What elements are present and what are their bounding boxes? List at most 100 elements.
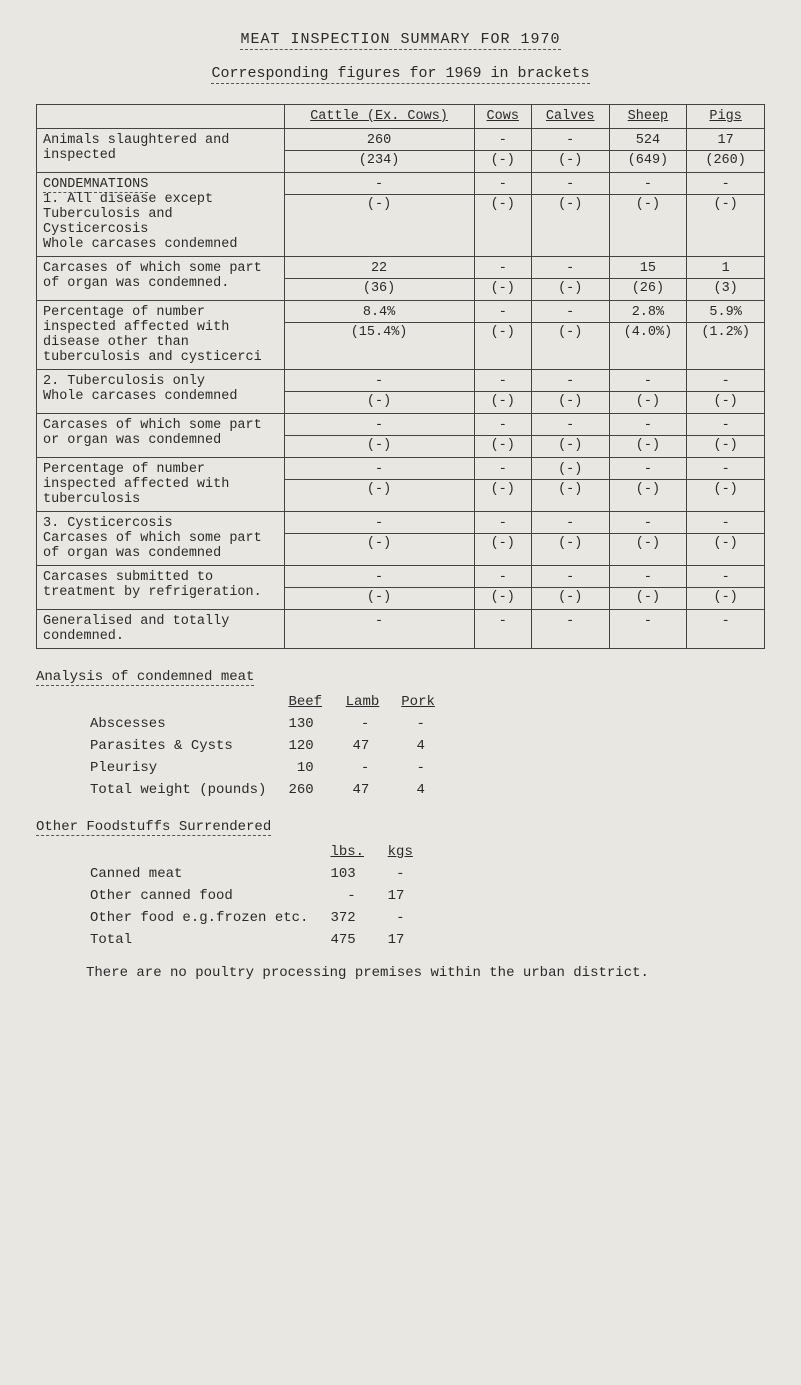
table-row: Animals slaughtered and inspected260(234… <box>37 129 765 173</box>
data-cell: -(-) <box>609 566 687 610</box>
analysis-cell: 10 <box>284 757 341 779</box>
title-block: MEAT INSPECTION SUMMARY FOR 1970 <box>36 30 765 50</box>
data-cell: 524(649) <box>609 129 687 173</box>
row-label: Generalised and totally condemned. <box>37 610 285 649</box>
other-row: Other food e.g.frozen etc.372- <box>86 907 432 929</box>
other-cell: - <box>326 885 383 907</box>
analysis-row: Total weight (pounds)260474 <box>86 779 453 801</box>
data-cell: - <box>609 610 687 649</box>
analysis-cell: 47 <box>342 779 398 801</box>
data-cell: -(-) <box>531 512 609 566</box>
data-cell: -(-) <box>609 458 687 512</box>
data-cell: -(-) <box>531 257 609 301</box>
data-cell: -(-) <box>609 173 687 257</box>
analysis-cell: 260 <box>284 779 341 801</box>
doc-subtitle: Corresponding figures for 1969 in bracke… <box>211 65 589 84</box>
analysis-cell: 120 <box>284 735 341 757</box>
analysis-label: Parasites & Cysts <box>86 735 284 757</box>
row-label: Animals slaughtered and inspected <box>37 129 285 173</box>
other-row: Total47517 <box>86 929 432 951</box>
other-row: Canned meat103- <box>86 863 432 885</box>
other-cell: 103 <box>326 863 383 885</box>
other-cell: - <box>384 863 433 885</box>
row-label: Percentage of number inspected affected … <box>37 301 285 370</box>
data-cell: -(-) <box>687 566 765 610</box>
data-cell: -(-) <box>474 512 531 566</box>
analysis-cell: - <box>342 713 398 735</box>
other-cell: 17 <box>384 929 433 951</box>
analysis-title: Analysis of condemned meat <box>36 669 765 685</box>
analysis-cell: - <box>342 757 398 779</box>
row-label: 3. Cysticercosis Carcases of which some … <box>37 512 285 566</box>
analysis-header-row: Beef Lamb Pork <box>86 691 453 713</box>
inspection-table: Cattle (Ex. Cows) Cows Calves Sheep Pigs… <box>36 104 765 649</box>
data-cell: -(-) <box>687 370 765 414</box>
data-cell: -(-) <box>609 414 687 458</box>
other-label: Total <box>86 929 326 951</box>
data-cell: -(-) <box>474 129 531 173</box>
other-header-row: lbs. kgs <box>86 841 432 863</box>
other-row: Other canned food-17 <box>86 885 432 907</box>
data-cell: -(-) <box>687 414 765 458</box>
table-row: Carcases submitted to treatment by refri… <box>37 566 765 610</box>
analysis-cell: 47 <box>342 735 398 757</box>
other-label: Other canned food <box>86 885 326 907</box>
analysis-table: Beef Lamb Pork Abscesses130--Parasites &… <box>86 691 453 801</box>
data-cell: -(-) <box>609 512 687 566</box>
data-cell: 8.4%(15.4%) <box>284 301 474 370</box>
data-cell: -(-) <box>284 370 474 414</box>
table-row: 3. Cysticercosis Carcases of which some … <box>37 512 765 566</box>
table-row: CONDEMNATIONS1. All disease except Tuber… <box>37 173 765 257</box>
col-sheep: Sheep <box>609 105 687 129</box>
analysis-label: Abscesses <box>86 713 284 735</box>
other-foodstuffs-title: Other Foodstuffs Surrendered <box>36 819 765 835</box>
data-cell: 5.9%(1.2%) <box>687 301 765 370</box>
row-label: 2. Tuberculosis only Whole carcases cond… <box>37 370 285 414</box>
col-calves: Calves <box>531 105 609 129</box>
data-cell: 260(234) <box>284 129 474 173</box>
data-cell: -(-) <box>687 458 765 512</box>
row-label: Carcases submitted to treatment by refri… <box>37 566 285 610</box>
document-page: MEAT INSPECTION SUMMARY FOR 1970 Corresp… <box>0 0 801 1021</box>
col-cattle: Cattle (Ex. Cows) <box>284 105 474 129</box>
data-cell: - <box>284 610 474 649</box>
data-cell: -(-) <box>284 566 474 610</box>
analysis-label: Pleurisy <box>86 757 284 779</box>
data-cell: -(-) <box>609 370 687 414</box>
analysis-cell: 4 <box>397 779 453 801</box>
footer-text: There are no poultry processing premises… <box>86 965 765 981</box>
table-row: Percentage of number inspected affected … <box>37 301 765 370</box>
data-cell: -(-) <box>531 566 609 610</box>
data-cell: -(-) <box>284 414 474 458</box>
row-label: Carcases of which some part of organ was… <box>37 257 285 301</box>
data-cell: -(-) <box>474 257 531 301</box>
other-cell: 372 <box>326 907 383 929</box>
data-cell: 1(3) <box>687 257 765 301</box>
data-cell: 22(36) <box>284 257 474 301</box>
data-cell: -(-) <box>687 173 765 257</box>
data-cell: -(-) <box>531 129 609 173</box>
analysis-label: Total weight (pounds) <box>86 779 284 801</box>
table-row: Carcases of which some part of organ was… <box>37 257 765 301</box>
other-cell: 17 <box>384 885 433 907</box>
other-label: Canned meat <box>86 863 326 885</box>
row-label: CONDEMNATIONS1. All disease except Tuber… <box>37 173 285 257</box>
col-empty <box>37 105 285 129</box>
data-cell: - <box>531 610 609 649</box>
data-cell: -(-) <box>687 512 765 566</box>
data-cell: -(-) <box>284 173 474 257</box>
data-cell: 17(260) <box>687 129 765 173</box>
data-cell: 15(26) <box>609 257 687 301</box>
subtitle-block: Corresponding figures for 1969 in bracke… <box>36 64 765 84</box>
data-cell: 2.8%(4.0%) <box>609 301 687 370</box>
data-cell: -(-) <box>284 458 474 512</box>
other-label: Other food e.g.frozen etc. <box>86 907 326 929</box>
data-cell: -(-) <box>474 301 531 370</box>
data-cell: -(-) <box>531 414 609 458</box>
data-cell: (-)(-) <box>531 458 609 512</box>
analysis-row: Parasites & Cysts120474 <box>86 735 453 757</box>
other-cell: - <box>384 907 433 929</box>
col-cows: Cows <box>474 105 531 129</box>
analysis-cell: 130 <box>284 713 341 735</box>
table-row: 2. Tuberculosis only Whole carcases cond… <box>37 370 765 414</box>
